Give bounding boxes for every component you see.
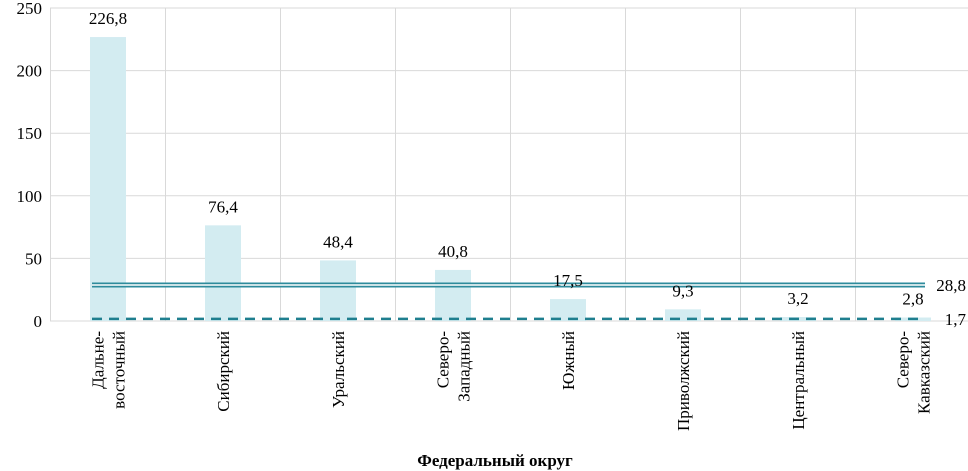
y-axis-tick-labels: 0 50 100 150 200 250 xyxy=(17,0,43,331)
category-label-line: Сибирский xyxy=(214,331,233,412)
bar xyxy=(435,269,471,321)
value-label: 3,2 xyxy=(787,289,808,308)
category-label-line: восточный xyxy=(110,331,129,409)
value-label: 76,4 xyxy=(208,197,238,216)
x-axis-title: Федеральный округ xyxy=(417,451,573,470)
value-label: 9,3 xyxy=(672,281,693,300)
value-label: 226,8 xyxy=(89,9,127,28)
category-label-line: Северо- xyxy=(894,331,913,389)
category-label: Центральный xyxy=(789,331,808,430)
bars xyxy=(90,37,931,322)
category-label-line: Дальне- xyxy=(89,331,108,389)
y-tick-label: 200 xyxy=(17,62,43,81)
category-label: Сибирский xyxy=(214,331,233,412)
y-tick-label: 100 xyxy=(17,187,43,206)
category-label-line: Западный xyxy=(455,331,474,402)
category-label-line: Южный xyxy=(559,331,578,390)
value-label: 17,5 xyxy=(553,271,583,290)
value-label: 48,4 xyxy=(323,232,353,251)
category-labels: Дальне-восточный Сибирский Уральский Северо… xyxy=(89,331,934,431)
reference-line-label: 1,7 xyxy=(945,310,967,329)
category-label-line: Северо- xyxy=(434,331,453,389)
grid-lines xyxy=(50,7,968,322)
value-label: 2,8 xyxy=(902,289,923,308)
reference-line-label: 28,8 xyxy=(936,276,966,295)
category-label: Северо- Западный xyxy=(434,331,474,402)
category-label-line: Центральный xyxy=(789,331,808,430)
value-label: 40,8 xyxy=(438,242,468,261)
bar xyxy=(205,225,241,321)
value-labels: 226,8 76,4 48,4 40,8 17,5 9,3 3,2 2,8 xyxy=(89,9,924,308)
category-label: Приволжский xyxy=(674,331,693,431)
bar xyxy=(665,309,701,321)
y-tick-label: 150 xyxy=(17,124,43,143)
category-label: Дальне-восточный xyxy=(89,331,129,409)
category-label-line: Приволжский xyxy=(674,331,693,431)
bar xyxy=(90,37,126,322)
category-label: Северо- Кавказский xyxy=(894,331,934,414)
bar xyxy=(320,260,356,321)
bar xyxy=(550,299,586,321)
y-tick-label: 50 xyxy=(25,249,42,268)
category-label-line: Кавказский xyxy=(915,331,934,414)
y-tick-label: 0 xyxy=(34,312,43,331)
reference-lines: 28,8 1,7 xyxy=(92,276,967,329)
category-label-line: Уральский xyxy=(329,331,348,408)
category-label: Уральский xyxy=(329,331,348,408)
category-label: Южный xyxy=(559,331,578,390)
y-tick-label: 250 xyxy=(17,0,43,18)
